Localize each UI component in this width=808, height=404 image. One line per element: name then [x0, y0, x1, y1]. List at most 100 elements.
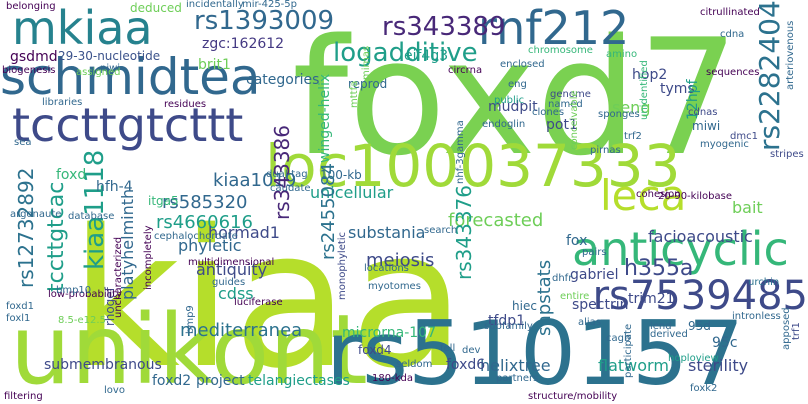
word-112: sea	[14, 137, 32, 148]
word-142: hoploview	[668, 353, 719, 364]
word-71: hop2	[632, 67, 668, 83]
word-51: spectrin	[572, 297, 629, 313]
word-138: alias	[578, 317, 602, 328]
word-8: rnf212	[478, 1, 630, 55]
word-55: tfdp1	[488, 313, 526, 329]
word-9: anticyclic	[572, 222, 789, 276]
word-30: unicellular	[310, 183, 394, 202]
word-22: deduced	[130, 1, 182, 15]
word-141: derived	[650, 329, 688, 340]
word-149: 20-90-kilobase	[658, 191, 732, 202]
word-3: rs510157	[326, 302, 744, 404]
word-105: argonaute	[10, 209, 62, 220]
word-66: 95c	[712, 335, 738, 351]
word-84: circrna	[448, 65, 483, 76]
word-72: tyms	[660, 81, 695, 97]
word-128: 8.5-e12.5	[58, 315, 106, 326]
word-28: rs4660616	[156, 212, 253, 233]
word-49: gabriel	[570, 267, 619, 283]
word-106: database	[68, 211, 115, 222]
word-153: pirnas	[590, 145, 621, 156]
word-18: brit1	[198, 57, 231, 73]
word-139: partners	[496, 373, 539, 384]
word-27: rs585320	[162, 192, 248, 213]
word-85: clones	[532, 107, 565, 118]
word-156: entire	[560, 291, 590, 302]
word-70: bait	[732, 198, 763, 217]
word-53: hiec	[512, 299, 537, 313]
word-15: rs2282404	[753, 0, 786, 151]
word-103: hfh-4	[96, 179, 133, 195]
word-83: chromosome	[528, 45, 593, 56]
word-130: lovo	[104, 385, 125, 396]
word-0: foxd7	[292, 4, 740, 191]
word-132: foxd4	[358, 343, 392, 357]
word-20: gsdmd	[10, 49, 58, 65]
word-86: public	[494, 95, 525, 106]
word-110: libraries	[42, 97, 83, 108]
word-62: helixtree	[480, 356, 551, 375]
word-42: phyletic	[178, 236, 242, 255]
word-4: loc100037333	[265, 132, 681, 200]
word-58: submembranous	[44, 357, 162, 373]
word-107: biogenesis	[2, 65, 56, 76]
word-90: sponges	[598, 109, 640, 120]
word-50: fox	[566, 233, 588, 249]
word-135: fell	[440, 343, 456, 354]
word-7: mkiaa	[12, 1, 153, 55]
word-98: citrullinated	[700, 7, 760, 18]
word-99: cdna	[720, 29, 745, 40]
word-59: foxd2	[152, 373, 192, 389]
word-46: rs2455084	[318, 163, 339, 260]
word-121: myotomes	[368, 281, 421, 292]
word-37: rs12732892	[14, 167, 38, 288]
word-57: microrna-107	[342, 325, 436, 341]
word-87: eng	[508, 79, 527, 90]
word-96: sequences	[706, 67, 760, 78]
word-93: dmc1	[730, 131, 758, 142]
word-104: foxd	[56, 167, 87, 183]
word-150: dhfr	[552, 273, 573, 284]
word-91: conceivable	[569, 90, 580, 150]
word-133: 180-kda	[372, 373, 413, 384]
word-89: named	[548, 99, 583, 110]
word-109: assigned	[76, 67, 121, 78]
word-134: seldom	[396, 359, 433, 370]
word-11: leca	[600, 171, 687, 220]
word-12: rs1393009	[194, 6, 335, 36]
word-64: flatworm	[598, 356, 669, 375]
word-148: cohesion	[636, 189, 681, 200]
word-127: foxl1	[6, 313, 31, 324]
word-100: arteriovenous	[785, 20, 796, 90]
word-116: cephalochordate	[154, 231, 238, 242]
word-80: mirnas	[361, 45, 372, 80]
word-63: foxd6	[446, 357, 486, 373]
word-25: mir-425-5p	[242, 0, 298, 10]
word-56: mediterranea	[180, 320, 303, 341]
word-152: pairs	[582, 247, 607, 258]
word-82: enclosed	[500, 59, 545, 70]
word-65: sterility	[688, 356, 749, 375]
word-6: tccttgtcttt	[12, 98, 244, 152]
word-47: meiosis	[366, 250, 435, 271]
word-36: tccttgtcac	[44, 181, 69, 292]
word-126: foxd1	[6, 301, 34, 312]
word-43: hormad1	[208, 223, 280, 242]
word-94: myogenic	[700, 139, 749, 150]
word-14: logadditive	[333, 38, 478, 68]
word-123: incompletely	[143, 225, 154, 290]
word-78: winged-helix	[317, 73, 333, 163]
word-23: belonging	[6, 1, 56, 12]
word-76: mudpit	[488, 99, 538, 115]
word-115: search	[424, 225, 458, 236]
word-140: structure/mobility	[528, 391, 618, 402]
word-52: trim21	[628, 291, 675, 307]
word-19: categories	[246, 72, 320, 88]
word-61: telangiectases	[248, 373, 350, 389]
word-157: cagb	[606, 333, 631, 344]
word-54: snpstats	[534, 259, 555, 336]
word-67: 95d	[688, 319, 711, 333]
word-155: filtering	[4, 391, 43, 402]
word-145: apposed	[781, 307, 792, 350]
